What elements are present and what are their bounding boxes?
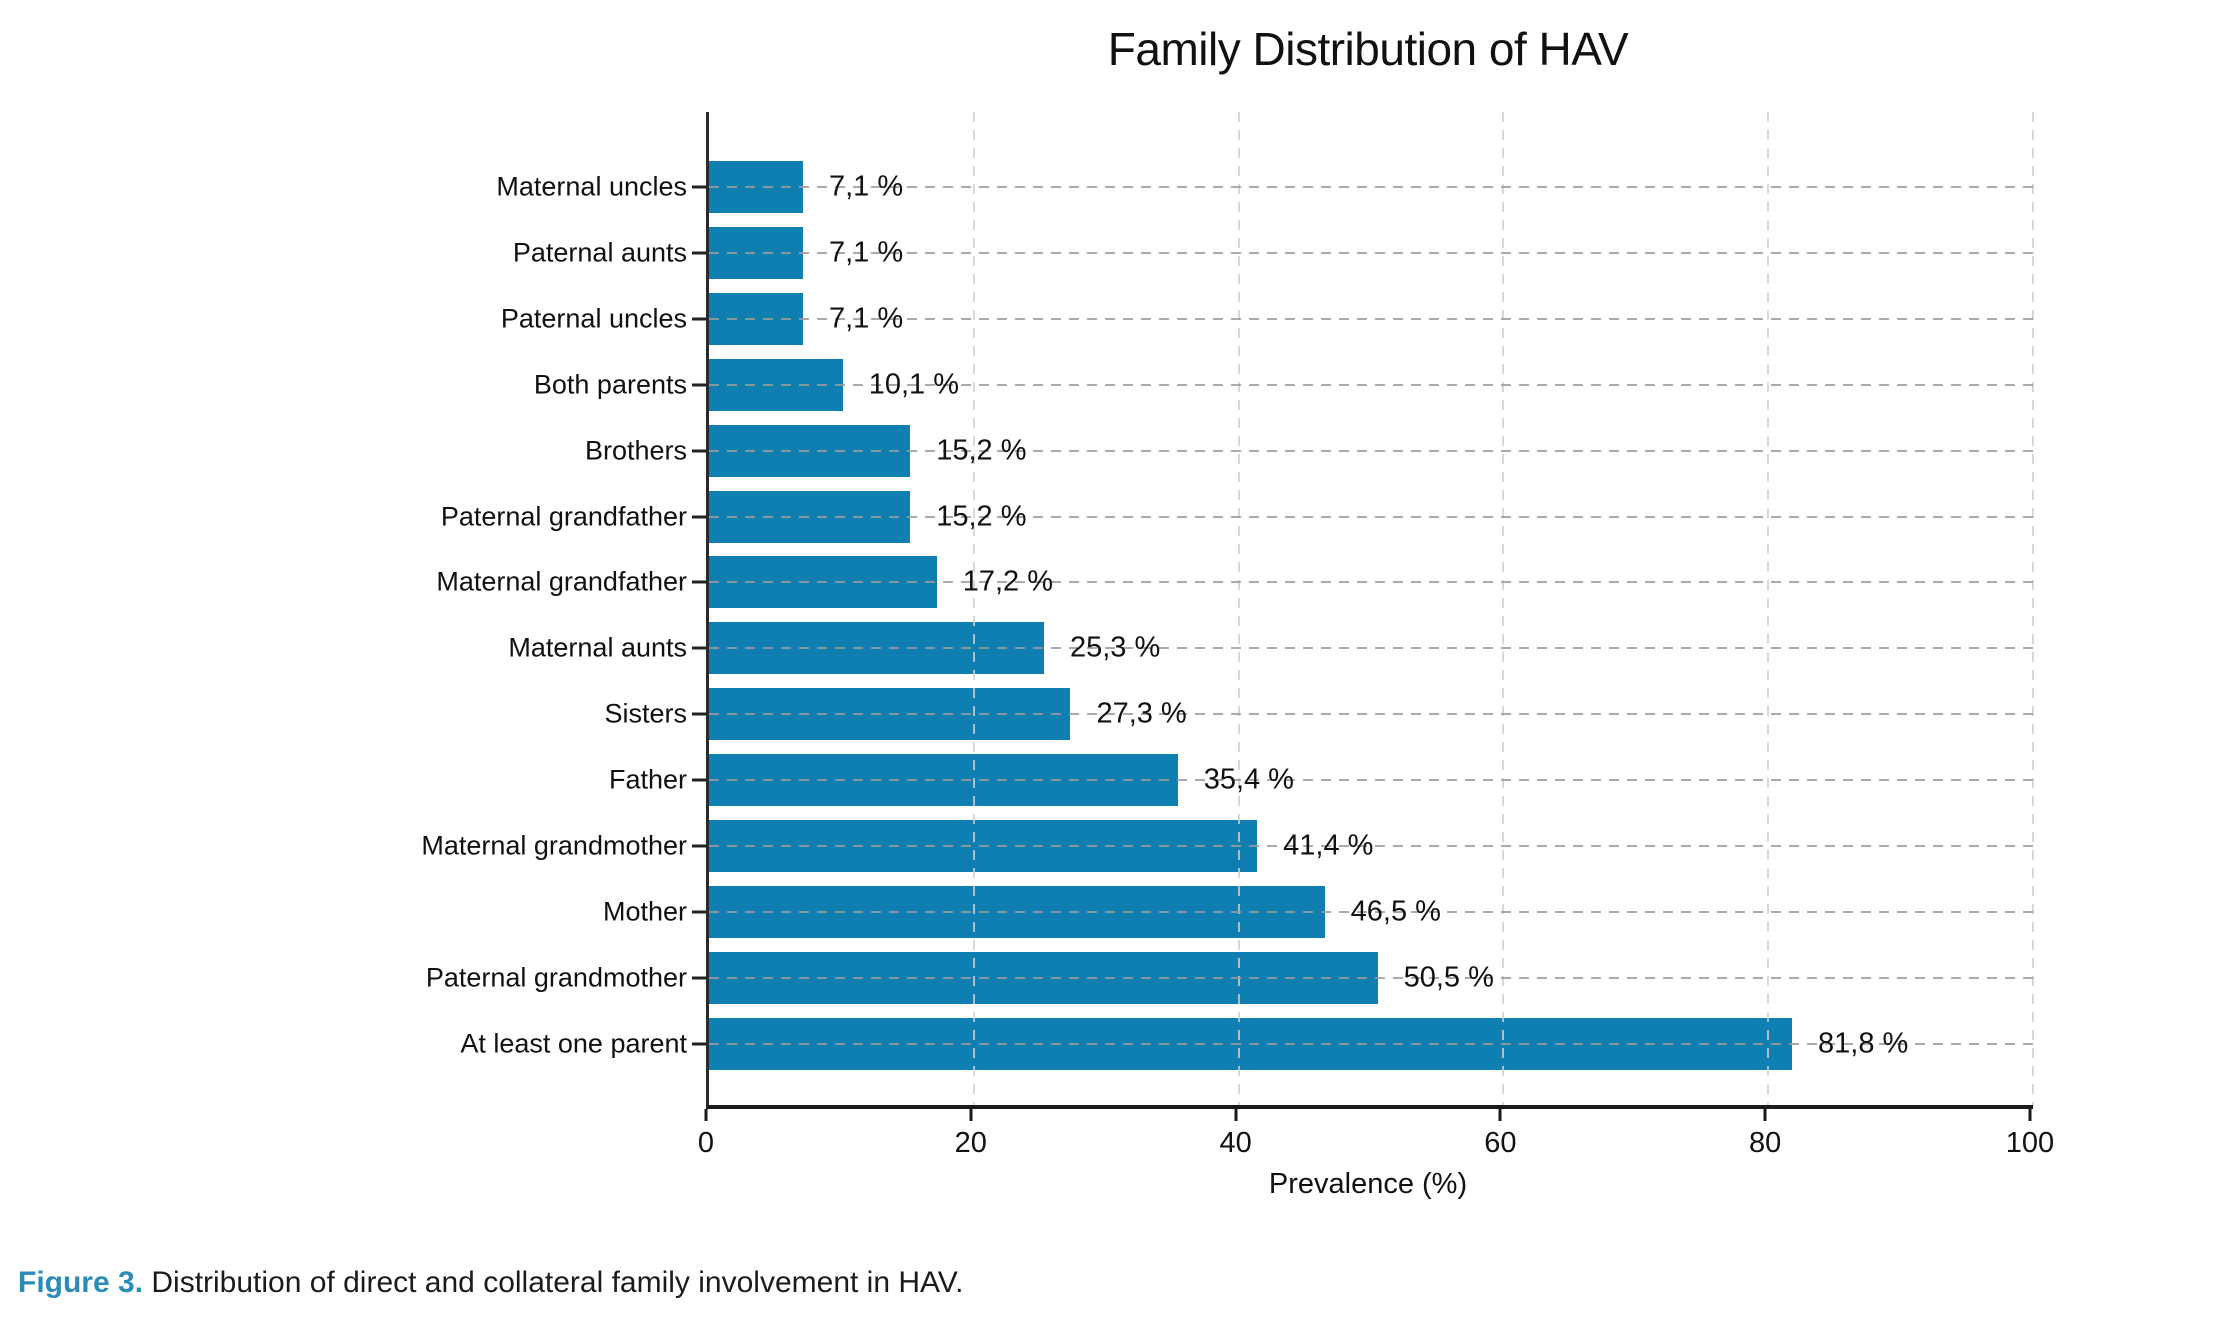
gridline-y (709, 1042, 2033, 1045)
gridline-y (709, 515, 2033, 518)
x-tick-mark (1498, 1109, 1502, 1121)
y-tick-mark (692, 844, 706, 848)
gridline-y (709, 251, 2033, 254)
gridline-y (709, 581, 2033, 584)
category-label: Paternal grandmother (425, 962, 687, 993)
x-tick-label: 60 (1484, 1127, 1517, 1159)
x-tick-mark (969, 1109, 973, 1121)
value-label: 25,3 % (1069, 631, 1161, 664)
y-tick-mark (692, 383, 706, 387)
category-label: Paternal grandfather (440, 501, 687, 532)
gridline-y (709, 449, 2033, 452)
x-axis: 0 20 40 60 80 100 (698, 1109, 2054, 1179)
figure-caption: Figure 3. Distribution of direct and col… (18, 1266, 963, 1300)
bar-row: Maternal aunts 25,3 % (508, 615, 2033, 681)
chart-title: Family Distribution of HAV (1107, 23, 1629, 75)
category-label: Maternal grandmother (421, 830, 687, 861)
gridline-x-60 (1502, 112, 1505, 1105)
category-label: Mother (602, 896, 687, 927)
value-label: 7,1 % (829, 170, 904, 203)
value-label: 50,5 % (1403, 961, 1494, 994)
category-label: Paternal aunts (512, 237, 687, 268)
gridline-x-100 (2032, 112, 2034, 1105)
category-label: Paternal uncles (500, 303, 687, 334)
y-tick-mark (692, 976, 706, 980)
gridline-y (709, 845, 2033, 848)
y-tick-mark (692, 515, 706, 519)
value-label: 41,4 % (1283, 829, 1374, 862)
figure-caption-number: Figure 3. (18, 1266, 144, 1299)
category-label: Maternal aunts (508, 632, 687, 663)
gridline-y (709, 977, 2033, 980)
bar-row: Sisters 27,3 % (604, 681, 2033, 747)
gridline-x-80 (1767, 112, 1770, 1105)
gridline-y (709, 317, 2033, 320)
category-label: Both parents (533, 369, 687, 400)
gridline-y (709, 383, 2033, 386)
y-tick-mark (692, 580, 706, 584)
value-label: 35,4 % (1203, 763, 1294, 796)
category-label: Father (608, 764, 687, 795)
y-tick-mark (692, 317, 706, 321)
y-tick-mark (692, 778, 706, 782)
bar-row: Paternal aunts 7,1 % (513, 220, 2033, 286)
x-axis-label: Prevalence (%) (1268, 1168, 1468, 1200)
x-tick-mark (1234, 1109, 1238, 1121)
y-tick-mark (692, 251, 706, 255)
y-tick-mark (692, 910, 706, 914)
bar-row: Maternal uncles 7,1 % (496, 154, 2033, 220)
value-label: 17,2 % (962, 565, 1054, 598)
bar-row: Mother 46,5 % (603, 879, 2033, 945)
x-tick-label: 100 (2005, 1127, 2055, 1159)
gridline-y (709, 647, 2033, 650)
gridline-x-40 (1237, 112, 1240, 1105)
bar-row: Paternal grandmother 50,5 % (426, 945, 2033, 1011)
category-label: Maternal uncles (496, 171, 687, 202)
value-label: 10,1 % (868, 368, 960, 401)
value-label: 15,2 % (936, 500, 1027, 533)
bar-row: At least one parent 81,8 % (460, 1011, 2033, 1077)
value-label: 27,3 % (1096, 697, 1187, 730)
gridline-y (709, 713, 2033, 716)
bar-row: Brothers 15,2 % (585, 418, 2033, 484)
bar-row: Maternal grandmother 41,4 % (421, 813, 2033, 879)
y-tick-mark (692, 185, 706, 189)
y-tick-mark (692, 449, 706, 453)
gridline-y (709, 911, 2033, 914)
x-tick-label: 0 (697, 1127, 715, 1159)
figure-caption-text: Distribution of direct and collateral fa… (143, 1266, 964, 1299)
category-label: At least one parent (460, 1028, 687, 1059)
category-label: Maternal grandfather (436, 566, 687, 597)
gridline-y (709, 779, 2033, 782)
bar-row: Maternal grandfather 17,2 % (436, 550, 2033, 616)
x-tick-mark (1763, 1109, 1767, 1121)
gridline-y (709, 185, 2033, 188)
bar-row: Both parents 10,1 % (534, 352, 2033, 418)
x-tick-mark (2028, 1109, 2032, 1121)
category-label: Brothers (584, 435, 687, 466)
y-tick-mark (692, 712, 706, 716)
bar-row: Paternal uncles 7,1 % (501, 286, 2033, 352)
value-label: 81,8 % (1818, 1027, 1909, 1060)
plot-area: Maternal uncles 7,1 % Paternal aunts 7,1 % P… (421, 112, 2034, 1109)
x-tick-label: 80 (1749, 1127, 1782, 1159)
x-tick-label: 20 (954, 1127, 987, 1159)
gridline-x-20 (972, 112, 975, 1105)
category-label: Sisters (604, 698, 687, 729)
value-label: 7,1 % (829, 236, 904, 269)
bar-rows: Maternal uncles 7,1 % Paternal aunts 7,1 % P… (421, 112, 2033, 1105)
value-label: 46,5 % (1350, 895, 1441, 928)
bar-row: Paternal grandfather 15,2 % (441, 484, 2033, 550)
x-tick-label: 40 (1219, 1127, 1252, 1159)
bar-row: Father 35,4 % (609, 747, 2033, 813)
y-tick-mark (692, 646, 706, 650)
x-tick-mark (704, 1109, 708, 1121)
value-label: 15,2 % (936, 434, 1027, 467)
y-tick-mark (692, 1042, 706, 1046)
value-label: 7,1 % (829, 302, 904, 335)
